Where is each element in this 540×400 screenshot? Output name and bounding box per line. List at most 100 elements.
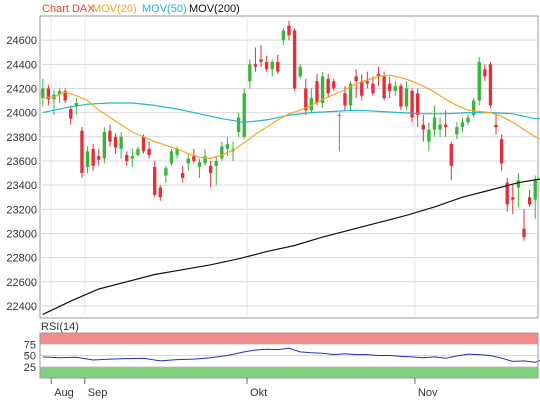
rsi-line-group [42, 347, 540, 363]
candle-body [63, 90, 67, 101]
candle-down [360, 73, 364, 101]
candle-up [516, 173, 521, 207]
candle-body [276, 61, 280, 72]
price-tick-label: 23600 [6, 156, 37, 168]
candle-body [220, 146, 224, 159]
candle-body [253, 64, 258, 67]
candle-body [147, 148, 151, 155]
candle-body [494, 124, 498, 128]
rsi-line [42, 347, 540, 363]
x-tick-label: Aug [54, 387, 74, 399]
candle-up [197, 158, 202, 178]
candle-up [248, 59, 252, 89]
candle-body [214, 160, 218, 166]
legend: Chart DAX MOV(20) MOV(50) MOV(200) [42, 3, 240, 15]
price-tick-label: 24400 [6, 59, 37, 71]
x-tick-label: Sep [88, 387, 108, 399]
legend-dax: Chart DAX [42, 3, 95, 15]
candle-body [197, 162, 202, 167]
rsi-tick-label: 25 [24, 362, 36, 374]
candle-down [264, 55, 269, 72]
candle-up [130, 148, 135, 167]
candle-up [427, 122, 431, 152]
candle-down [108, 124, 112, 147]
candle-down [97, 148, 101, 166]
candle-body [471, 100, 476, 116]
candle-body [360, 81, 364, 96]
candle-up [309, 88, 314, 113]
candle-down [69, 105, 73, 125]
candle-down [315, 73, 319, 106]
candle-body [175, 148, 179, 155]
candle-body [332, 81, 336, 89]
candle-down [499, 134, 504, 171]
candle-body [113, 136, 118, 148]
candle-body [298, 66, 302, 77]
rsi-tick-label: 75 [24, 339, 36, 351]
candle-body [80, 130, 84, 174]
candle-up [41, 78, 45, 107]
candle-up [455, 122, 459, 140]
legend-mov200: MOV(200) [189, 3, 240, 15]
rsi-panel-frame [39, 332, 539, 379]
candle-body [343, 93, 347, 106]
candle-body [281, 30, 286, 41]
candle-body [225, 144, 230, 149]
price-tick-label: 24200 [6, 83, 37, 95]
candle-down [527, 189, 532, 207]
candle-body [259, 59, 263, 62]
candle-body [85, 151, 90, 167]
candle-body [522, 228, 526, 238]
candle-body [393, 86, 397, 91]
candle-body [443, 124, 448, 128]
candle-up [169, 148, 174, 166]
candle-body [376, 73, 381, 77]
candle-down [449, 141, 453, 181]
candle-body [46, 88, 51, 100]
candle-down [253, 47, 258, 72]
price-tick-label: 24600 [6, 35, 37, 47]
candle-up [186, 153, 190, 171]
candle-down [158, 185, 162, 201]
time-axis: Aug Sep Okt Nov [50, 378, 438, 399]
candle-up [337, 112, 342, 152]
legend-mov50: MOV(50) [142, 3, 187, 15]
mov200-line [42, 178, 540, 315]
candle-down [421, 115, 425, 142]
candle-body [488, 64, 493, 106]
mov20-line [42, 74, 540, 160]
candle-body [248, 64, 252, 82]
candle-down [113, 133, 118, 154]
candle-down [80, 127, 84, 178]
candle-up [298, 64, 302, 79]
candle-up [242, 88, 246, 140]
candle-body [371, 83, 375, 94]
candle-body [416, 93, 420, 116]
candle-down [91, 144, 95, 171]
candle-up [85, 146, 90, 174]
candle-body [315, 81, 319, 103]
candle-up [102, 127, 107, 164]
candle-body [455, 127, 459, 135]
rsi-overbought-zone [40, 333, 538, 345]
candle-up [404, 81, 409, 111]
candle-up [281, 28, 286, 45]
candle-body [181, 173, 185, 178]
candle-body [516, 180, 521, 188]
candle-up [136, 146, 140, 157]
candle-down [371, 76, 375, 96]
candle-down [388, 76, 392, 99]
candle-up [320, 71, 325, 108]
candle-body [141, 136, 146, 152]
candle-body [119, 136, 123, 149]
candle-body [404, 88, 409, 107]
candle-down [443, 110, 448, 137]
candle-body [466, 117, 470, 123]
candle-down [505, 177, 509, 212]
candle-down [494, 112, 498, 135]
candle-up [432, 105, 437, 137]
candle-body [449, 144, 453, 166]
candle-down [46, 84, 51, 106]
candle-body [438, 124, 442, 130]
candle-down [410, 88, 414, 123]
